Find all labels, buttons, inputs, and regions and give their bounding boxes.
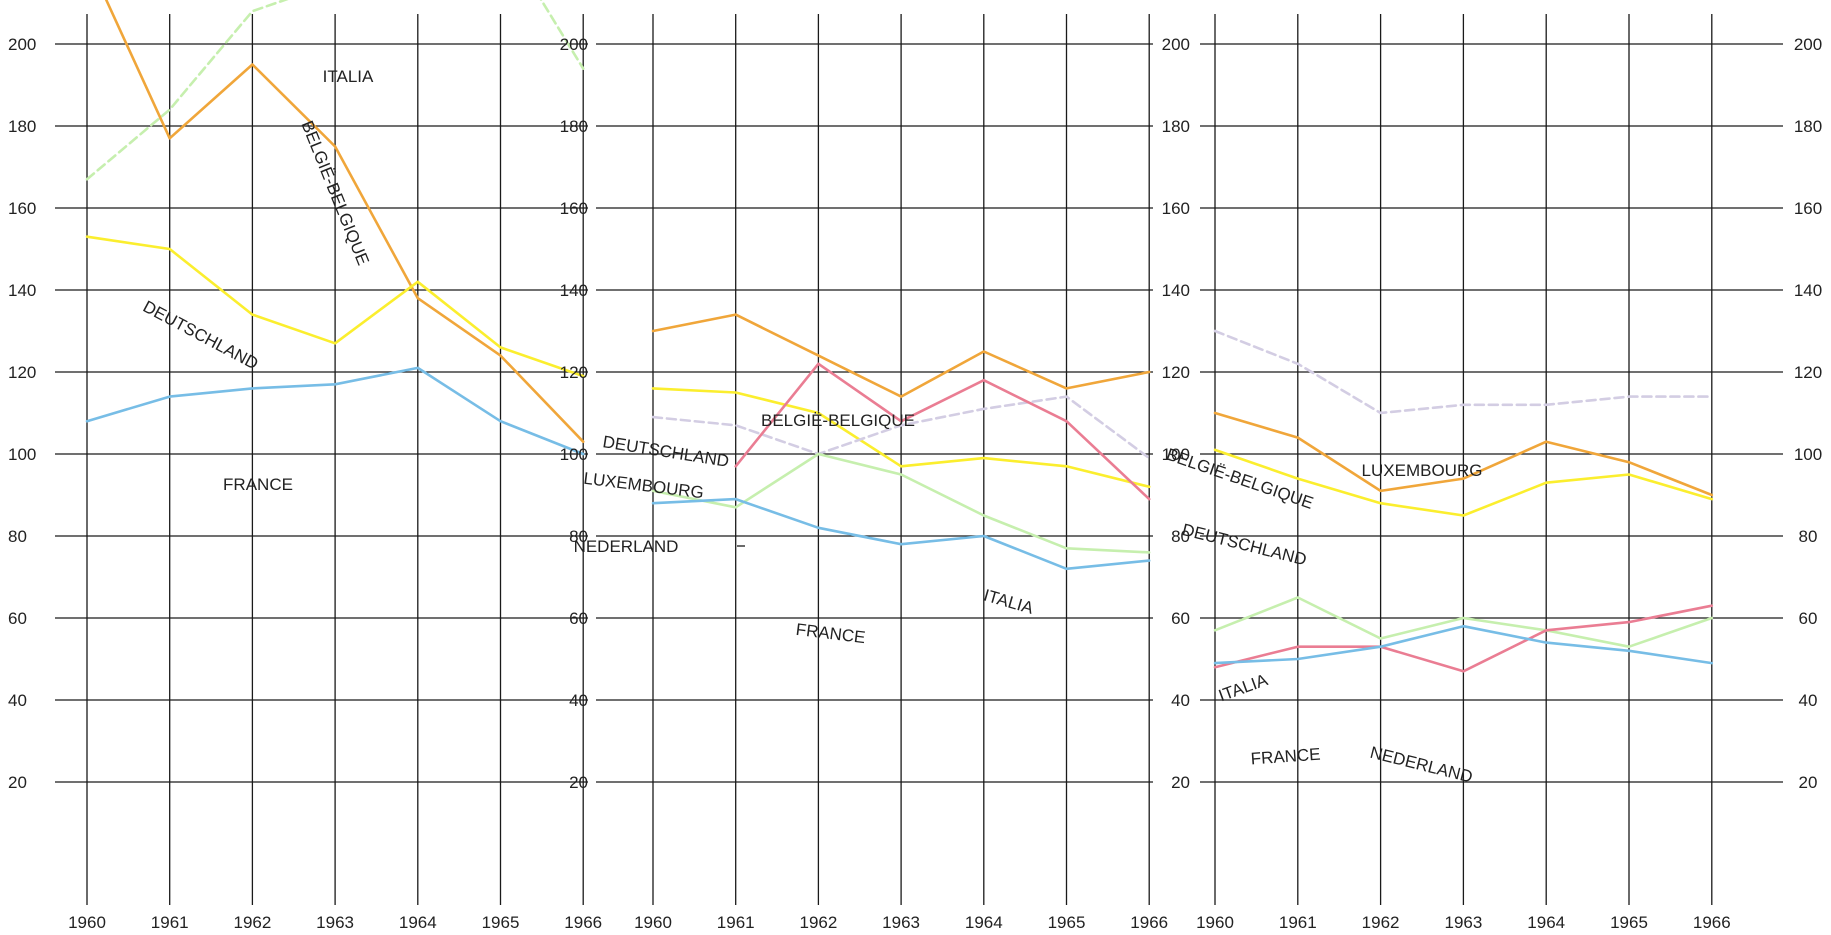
y-tick-label: 180 [1162, 117, 1190, 136]
series-label: ITALIA [323, 67, 374, 86]
y-tick-label-right: 200 [1794, 35, 1822, 54]
x-tick-label: 1961 [1279, 913, 1317, 932]
y-tick-label: 100 [8, 445, 36, 464]
y-tick-label-right: 80 [1799, 527, 1818, 546]
x-tick-label: 1965 [1610, 913, 1648, 932]
y-tick-label: 160 [560, 199, 588, 218]
series-line-france [85, 366, 585, 456]
series-label: FRANCE [223, 475, 293, 494]
y-tick-label: 20 [8, 773, 27, 792]
y-tick-label-right: 140 [1794, 281, 1822, 300]
series-line-france [651, 497, 1151, 571]
panel-2: 200 180 160 140 120 100 80 60 40 20 1960 1961 1962 19… [560, 14, 1168, 932]
x-tick-label: 1963 [316, 913, 354, 932]
y-tick-label: 200 [560, 35, 588, 54]
series-label: NEDERLAND [574, 537, 679, 556]
series-line-deutschland [1213, 448, 1714, 517]
y-tick-label: 160 [8, 199, 36, 218]
x-tick-label: 1966 [1130, 913, 1168, 932]
x-tick-label: 1960 [68, 913, 106, 932]
y-tick-label: 40 [8, 691, 27, 710]
y-tick-label: 140 [1162, 281, 1190, 300]
series-line-deutschland [85, 235, 585, 378]
y-tick-label: 60 [8, 609, 27, 628]
y-tick-label-right: 100 [1794, 445, 1822, 464]
x-tick-label: 1965 [482, 913, 520, 932]
y-tick-label: 20 [569, 773, 588, 792]
x-tick-label: 1961 [717, 913, 755, 932]
y-tick-label: 80 [1171, 527, 1190, 546]
series-line-nederland [734, 362, 1151, 501]
x-tick-label: 1963 [882, 913, 920, 932]
y-tick-label: 20 [1171, 773, 1190, 792]
y-tick-label: 120 [1162, 363, 1190, 382]
series-label: NEDERLAND [1368, 743, 1474, 787]
y-tick-label-right: 40 [1799, 691, 1818, 710]
y-tick-label: 120 [8, 363, 36, 382]
y-tick-label: 100 [1162, 445, 1190, 464]
x-tick-label: 1964 [399, 913, 437, 932]
panel-3: 2001801601401201008060402022020018016014… [1162, 14, 1822, 932]
y-tick-label-right: 20 [1799, 773, 1818, 792]
x-tick-label: 1962 [1362, 913, 1400, 932]
series-label: LUXEMBOURG [1362, 461, 1483, 480]
y-tick-label: 60 [569, 609, 588, 628]
y-tick-label: 200 [8, 35, 36, 54]
series-label: DEUTSCHLAND [1180, 520, 1308, 569]
panel-1: 2202001801601401201008060402019601961196… [8, 0, 602, 932]
y-tick-label: 140 [560, 281, 588, 300]
y-tick-label-right: 60 [1799, 609, 1818, 628]
x-tick-label: 1962 [799, 913, 837, 932]
y-tick-label: 160 [1162, 199, 1190, 218]
y-tick-label: 180 [8, 117, 36, 136]
x-tick-label: 1965 [1048, 913, 1086, 932]
series-line-deutschland [651, 387, 1151, 489]
y-tick-label: 120 [560, 363, 588, 382]
x-tick-label: 1963 [1444, 913, 1482, 932]
series-line-france [1213, 624, 1714, 665]
y-tick-label-right: 160 [1794, 199, 1822, 218]
y-tick-label: 180 [560, 117, 588, 136]
series-line-belgi-belgique [1213, 411, 1714, 497]
y-tick-label: 80 [569, 527, 588, 546]
series-line-luxembourg [651, 395, 1151, 460]
y-tick-label: 100 [560, 445, 588, 464]
y-tick-label: 140 [8, 281, 36, 300]
series-label: FRANCE [1250, 745, 1321, 769]
x-tick-label: 1961 [151, 913, 189, 932]
series-label: ITALIA [982, 586, 1037, 618]
series-line-nederland [1213, 604, 1714, 673]
x-tick-label: 1960 [634, 913, 672, 932]
series-line-italia [1213, 596, 1714, 648]
y-tick-label: 200 [1162, 35, 1190, 54]
series-line-luxembourg [1213, 329, 1714, 415]
series-line-italia [85, 0, 585, 181]
y-tick-label: 40 [1171, 691, 1190, 710]
series-label: BELGIË-BELGIQUE [1164, 445, 1316, 513]
y-tick-label: 60 [1171, 609, 1190, 628]
x-tick-label: 1960 [1196, 913, 1234, 932]
series-label: BELGIË-BELGIQUE [761, 411, 915, 430]
y-tick-label: 80 [8, 527, 27, 546]
y-tick-label-right: 180 [1794, 117, 1822, 136]
series-line-italia [651, 452, 1151, 554]
series-label: LUXEMBOURG [583, 469, 705, 503]
x-tick-label: 1966 [564, 913, 602, 932]
x-tick-label: 1962 [233, 913, 271, 932]
series-line-belgi-belgique [104, 0, 585, 443]
series-line-belgi-belgique [651, 313, 1151, 398]
y-tick-label-right: 120 [1794, 363, 1822, 382]
x-tick-label: 1964 [1527, 913, 1565, 932]
series-label: FRANCE [795, 620, 867, 647]
y-tick-label: 40 [569, 691, 588, 710]
x-tick-label: 1966 [1693, 913, 1731, 932]
x-tick-label: 1964 [965, 913, 1003, 932]
series-label: DEUTSCHLAND [601, 432, 730, 471]
